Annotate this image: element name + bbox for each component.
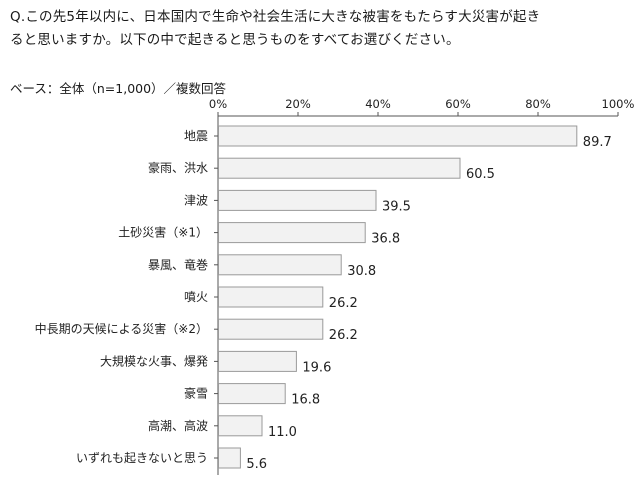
bar (218, 157, 461, 179)
x-tick-label: 80% (525, 97, 551, 111)
bar (218, 383, 286, 405)
value-label: 89.7 (583, 135, 612, 150)
value-label: 60.5 (466, 167, 495, 182)
category-label: 豪雨、洪水 (148, 160, 208, 175)
category-label: 暴風、竜巻 (148, 258, 208, 272)
value-label: 36.8 (371, 232, 400, 247)
bar (218, 350, 297, 372)
bar (218, 415, 263, 437)
category-label: 土砂災害（※1） (118, 225, 208, 240)
question-line-1: Q.この先5年以内に、日本国内で生命や社会生活に大きな被害をもたらす大災害が起き (10, 9, 541, 25)
question-line-2: ると思いますか。以下の中で起きると思うものをすべてお選びください。 (10, 32, 460, 48)
x-tick-label: 0% (209, 97, 227, 111)
category-label: 高潮、高波 (148, 418, 208, 433)
value-label: 16.8 (291, 393, 320, 408)
category-label: 豪雪 (184, 386, 208, 401)
bar (218, 189, 377, 211)
bar (218, 286, 324, 308)
base-note: ベース：全体（n=1,000）／複数回答 (10, 81, 227, 96)
x-tick-label: 40% (365, 97, 391, 111)
category-label: 中長期の天候による災害（※2） (35, 321, 208, 336)
value-label: 39.5 (382, 199, 411, 214)
x-tick-label: 100% (602, 97, 635, 111)
bar (218, 222, 366, 244)
value-label: 26.2 (329, 328, 358, 343)
category-label: 津波 (184, 193, 208, 207)
category-label: いずれも起きないと思う (76, 451, 208, 465)
value-label: 19.6 (302, 360, 331, 375)
value-label: 26.2 (329, 296, 358, 311)
category-label: 噴火 (184, 290, 208, 304)
value-label: 30.8 (347, 264, 376, 279)
category-label: 地震 (184, 129, 208, 143)
value-label: 11.0 (268, 425, 297, 440)
question-text: Q.この先5年以内に、日本国内で生命や社会生活に大きな被害をもたらす大災害が起き… (10, 6, 610, 52)
bar (218, 318, 324, 340)
category-label: 大規模な火事、爆発 (100, 353, 208, 368)
bar (218, 254, 342, 276)
x-tick-label: 20% (285, 97, 311, 111)
bar (218, 447, 241, 469)
value-label: 5.6 (246, 457, 267, 472)
bar (218, 125, 578, 147)
x-tick-label: 60% (445, 97, 471, 111)
